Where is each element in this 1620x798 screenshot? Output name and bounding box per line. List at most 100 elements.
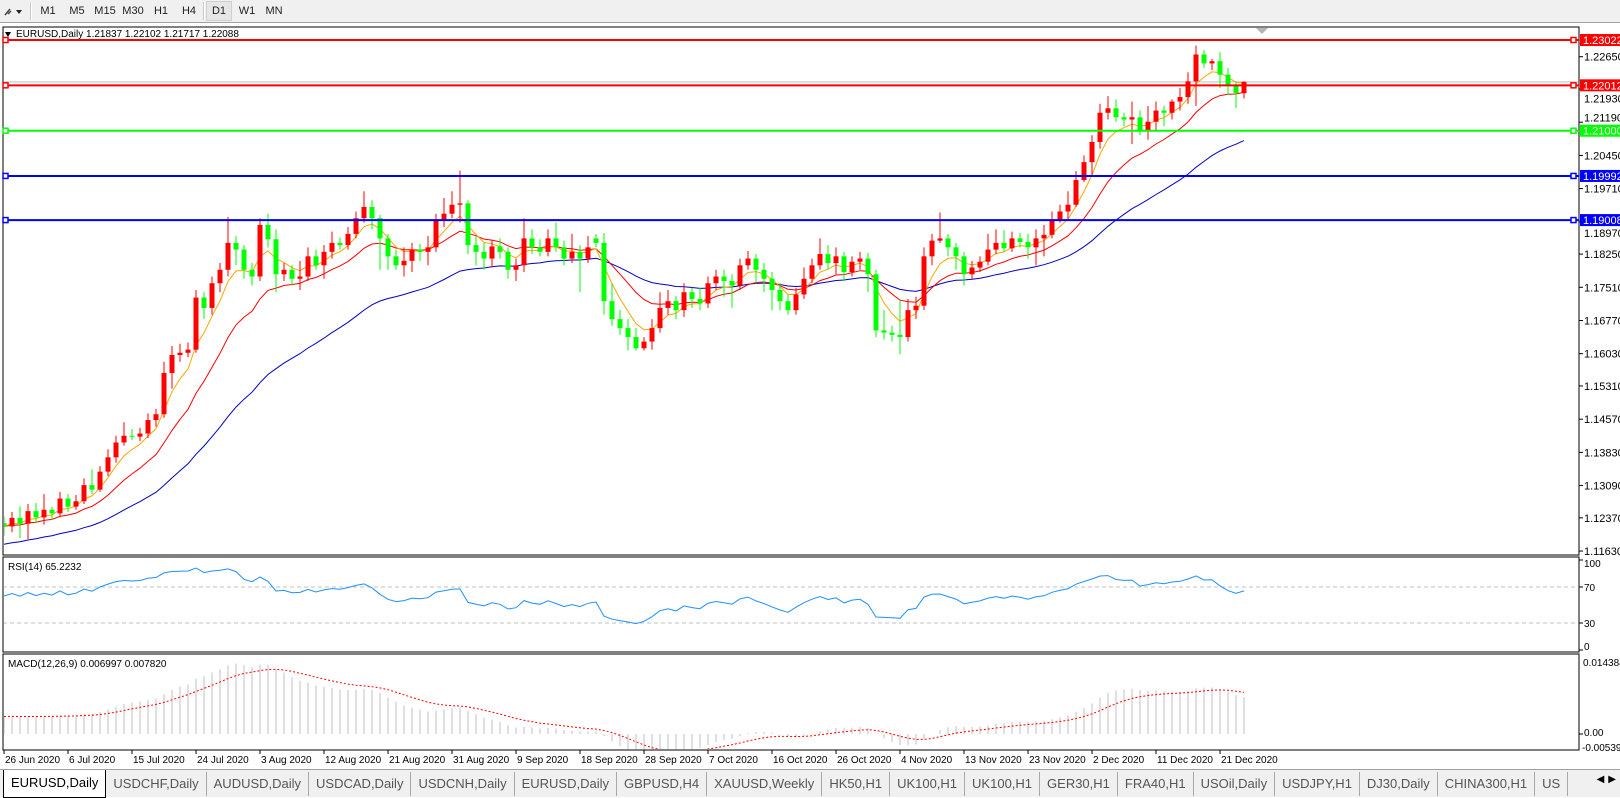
macd-signal-line [4,668,1245,749]
chart-shift-marker-icon[interactable] [1256,28,1268,34]
timeframe-button-h1[interactable]: H1 [153,5,169,17]
candle-body [777,289,783,302]
bearish-candle [769,272,775,311]
chart-tab[interactable]: GBPUSD,H4 [617,772,708,796]
candle-body [169,355,175,373]
chart-tab[interactable]: USDCNH,Daily [411,772,515,796]
level-price-badge [1580,34,1620,47]
candle-body [753,258,759,270]
level-price-badge [1580,124,1620,137]
chart-tab[interactable]: UK100,H1 [890,772,966,796]
chart-tab[interactable]: USOil,Daily [1194,772,1276,796]
toolbar-separator [203,2,205,20]
candle-body [129,435,135,437]
chart-tab[interactable]: USDCAD,Daily [309,772,412,796]
level-anchor-handle[interactable] [1570,172,1577,180]
bullish-candle [57,491,63,517]
candle-body [1105,108,1111,113]
chart-tab[interactable]: HK50,H1 [822,772,891,796]
level-anchor-handle[interactable] [1570,36,1577,44]
candle-body [985,249,991,262]
price-axis-label: 1.18250 [1584,249,1620,261]
level-anchor-handle[interactable] [1570,216,1577,224]
bearish-candle [841,251,847,281]
tab-scroll-right-icon[interactable]: ▶ [1608,774,1616,785]
candle-body [1193,54,1199,82]
timeframe-button-w1[interactable]: W1 [238,5,256,17]
collapse-triangle-icon[interactable] [5,32,11,37]
chart-tab[interactable]: GER30,H1 [1040,772,1118,796]
chart-tab[interactable]: XAUUSD,Weekly [707,772,823,796]
timeframe-button-d1[interactable]: D1 [205,1,233,21]
candle-body [1129,117,1135,120]
candle-body [569,251,575,259]
candle-body [193,297,199,350]
candle-body [25,511,31,524]
level-anchor-handle[interactable] [2,127,9,134]
bearish-candle [4,516,7,536]
bearish-candle [553,222,559,252]
level-anchor-handle[interactable] [2,82,9,89]
bearish-candle [313,249,319,270]
candle-body [945,238,951,248]
bearish-candle [593,233,599,248]
timeframe-button-mn[interactable]: MN [265,5,283,17]
chart-tab[interactable]: USDCHF,Daily [106,772,207,796]
tab-scroll-arrows[interactable]: ◀ ▶ [1593,774,1616,785]
level-anchor-handle[interactable] [2,216,9,224]
candle-body [1089,141,1095,163]
candle-body [393,256,399,266]
chart-tab[interactable]: DJ30,Daily [1360,772,1438,796]
candle-body [633,337,639,349]
candle-body [625,328,631,338]
bullish-candle [105,449,111,477]
candle-body [161,372,167,415]
timeframe-button-m1[interactable]: M1 [40,5,56,17]
candle-body [217,269,223,284]
candle-body [241,249,247,270]
bearish-candle [233,236,239,266]
timeframe-button-m30[interactable]: M30 [122,5,144,17]
bullish-candle [817,238,823,270]
candle-body [577,251,583,259]
candle-body [913,305,919,311]
date-axis-label: 26 Jun 2020 [5,755,60,766]
bullish-candle [1241,81,1247,99]
level-anchor-handle[interactable] [1570,82,1577,89]
candle-body [177,352,183,356]
price-axis-label: 1.19710 [1584,184,1620,196]
crosshair-dropdown-icon[interactable] [2,3,26,19]
timeframe-button-m15[interactable]: M15 [94,5,116,17]
candle-body [921,256,927,306]
candle-body [185,349,191,353]
price-axis-label: 1.21190 [1584,113,1620,125]
candle-body [481,251,487,259]
timeframe-button-m5[interactable]: M5 [69,5,85,17]
chart-tab[interactable]: UK100,H1 [965,772,1041,796]
level-price-label: 1.23022 [1583,35,1620,47]
bullish-candle [657,292,663,333]
bullish-candle [1049,211,1055,239]
chart-tab[interactable]: EURUSD,Daily [515,772,617,796]
candle-body [289,269,295,279]
chart-tab[interactable]: USDJPY,H1 [1275,772,1360,796]
timeframe-button-h4[interactable]: H4 [181,5,197,17]
rsi-axis-label: 0 [1584,642,1590,653]
price-axis-label: 1.17510 [1584,282,1620,294]
bullish-candle [937,212,943,243]
chart-tab[interactable]: AUDUSD,Daily [207,772,310,796]
chart-tab[interactable]: CHINA300,H1 [1438,772,1536,796]
bearish-candle [1017,232,1023,248]
bearish-candle [497,238,503,259]
level-anchor-handle[interactable] [2,172,9,180]
chart-tab[interactable]: US [1535,772,1569,796]
price-plot [4,45,1578,545]
bearish-candle [1201,49,1207,68]
candle-body [817,254,823,266]
chart-tab[interactable]: EURUSD,Daily [3,770,107,798]
chart-tab[interactable]: FRA40,H1 [1118,772,1194,796]
level-anchor-handle[interactable] [2,36,9,44]
level-anchor-handle[interactable] [1570,127,1577,134]
tab-scroll-left-icon[interactable]: ◀ [1596,774,1605,785]
